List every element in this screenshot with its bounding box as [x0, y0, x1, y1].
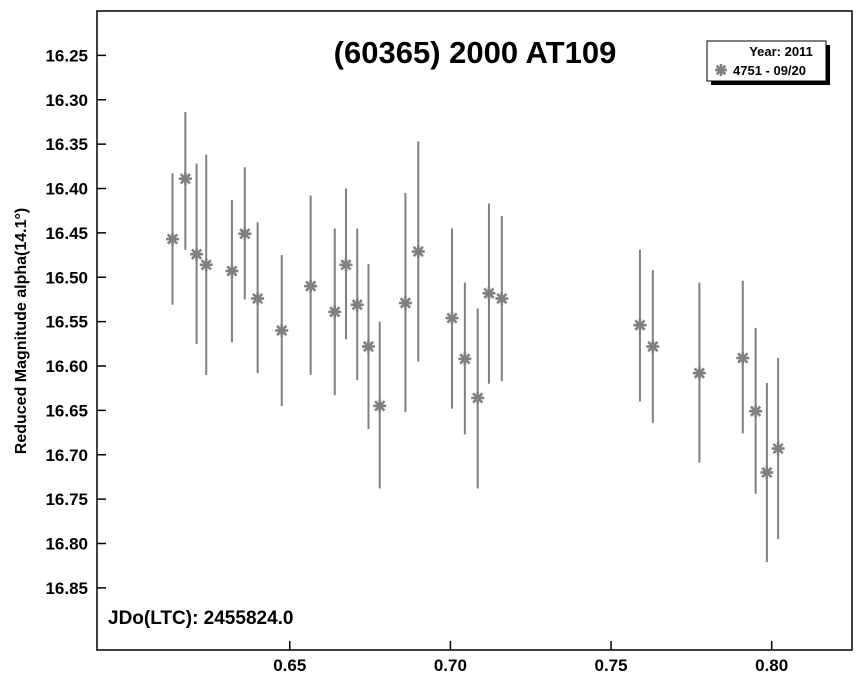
- data-point: [373, 321, 387, 489]
- data-point: [749, 327, 763, 494]
- data-point: [178, 112, 192, 250]
- y-tick-label: 16.40: [45, 180, 88, 199]
- legend-box: [706, 40, 827, 82]
- point-marker: [350, 298, 364, 312]
- plot-area: [96, 10, 853, 651]
- data-point: [760, 382, 774, 563]
- y-tick-label: 16.35: [45, 135, 88, 154]
- data-point: [736, 280, 750, 434]
- point-marker: [458, 352, 472, 366]
- point-marker: [190, 247, 204, 261]
- data-point: [199, 154, 213, 375]
- data-point: [225, 200, 239, 343]
- point-marker: [238, 227, 252, 241]
- x-tick-label: 0.70: [434, 656, 467, 675]
- y-tick-label: 16.75: [45, 490, 88, 509]
- point-marker: [749, 404, 763, 418]
- point-marker: [760, 466, 774, 479]
- x-tick-label: 0.65: [273, 656, 306, 675]
- data-point: [633, 249, 647, 402]
- legend: Year: 2011 4751 - 09/20: [706, 40, 830, 85]
- jd-annotation: JDo(LTC): 2455824.0: [108, 608, 294, 629]
- x-tick-label: 0.80: [755, 656, 788, 675]
- point-marker: [633, 318, 647, 332]
- data-point: [275, 255, 289, 406]
- y-tick-label: 16.60: [45, 357, 88, 376]
- point-marker: [411, 245, 425, 259]
- data-point: [328, 228, 342, 396]
- point-marker: [373, 399, 387, 413]
- data-point: [495, 216, 509, 382]
- chart-title: (60365) 2000 AT109: [334, 35, 617, 70]
- y-tick-label: 16.45: [45, 224, 88, 243]
- point-marker: [199, 258, 213, 272]
- point-marker: [339, 258, 353, 272]
- point-marker: [692, 366, 706, 380]
- data-point: [646, 270, 660, 423]
- y-axis: 16.25 16.30 16.35 16.40 16.45 16.50 16.55 16.60…: [45, 46, 106, 598]
- point-marker: [482, 286, 496, 300]
- y-axis-label: Reduced Magnitude alpha(14.1°): [13, 208, 30, 454]
- point-marker: [178, 172, 192, 186]
- y-tick-label: 16.55: [45, 313, 88, 332]
- data-point: [458, 282, 472, 435]
- point-marker: [445, 311, 459, 325]
- point-marker: [361, 339, 375, 353]
- point-marker: [771, 442, 785, 456]
- legend-marker-shape: [715, 64, 727, 76]
- y-tick-label: 16.70: [45, 446, 88, 465]
- point-marker: [471, 391, 485, 405]
- data-point: [190, 163, 204, 344]
- point-marker: [398, 296, 412, 310]
- y-tick-label: 16.80: [45, 535, 88, 554]
- legend-entry: 4751 - 09/20: [733, 63, 806, 78]
- point-marker: [225, 264, 239, 278]
- data-point: [361, 263, 375, 430]
- data-point: [339, 188, 353, 340]
- data-point: [398, 192, 412, 413]
- data-point: [692, 282, 706, 463]
- point-marker: [495, 292, 509, 306]
- data-point: [411, 141, 425, 362]
- data-point: [251, 222, 265, 374]
- point-marker: [166, 232, 179, 246]
- point-marker: [275, 324, 289, 337]
- y-tick-label: 16.30: [45, 91, 88, 110]
- legend-title: Year: 2011: [749, 44, 813, 59]
- y-tick-label: 16.85: [45, 579, 88, 598]
- point-marker: [328, 305, 342, 319]
- x-axis: 0.65 0.70 0.75 0.80: [273, 641, 788, 675]
- point-marker: [736, 351, 750, 365]
- point-marker: [251, 292, 265, 306]
- data-point: [471, 308, 485, 489]
- point-marker: [646, 339, 660, 353]
- data-point: [166, 173, 179, 305]
- y-tick-label: 16.25: [45, 46, 88, 65]
- legend-marker-icon: [715, 64, 727, 76]
- data-point: [771, 358, 785, 540]
- data-series: [166, 112, 785, 563]
- x-tick-label: 0.75: [594, 656, 627, 675]
- point-marker: [304, 279, 318, 293]
- data-point: [304, 195, 318, 375]
- data-point: [482, 203, 496, 384]
- y-tick-label: 16.50: [45, 268, 88, 287]
- data-point: [350, 228, 364, 381]
- data-point: [238, 167, 252, 300]
- data-point: [445, 228, 459, 409]
- y-tick-label: 16.65: [45, 401, 88, 420]
